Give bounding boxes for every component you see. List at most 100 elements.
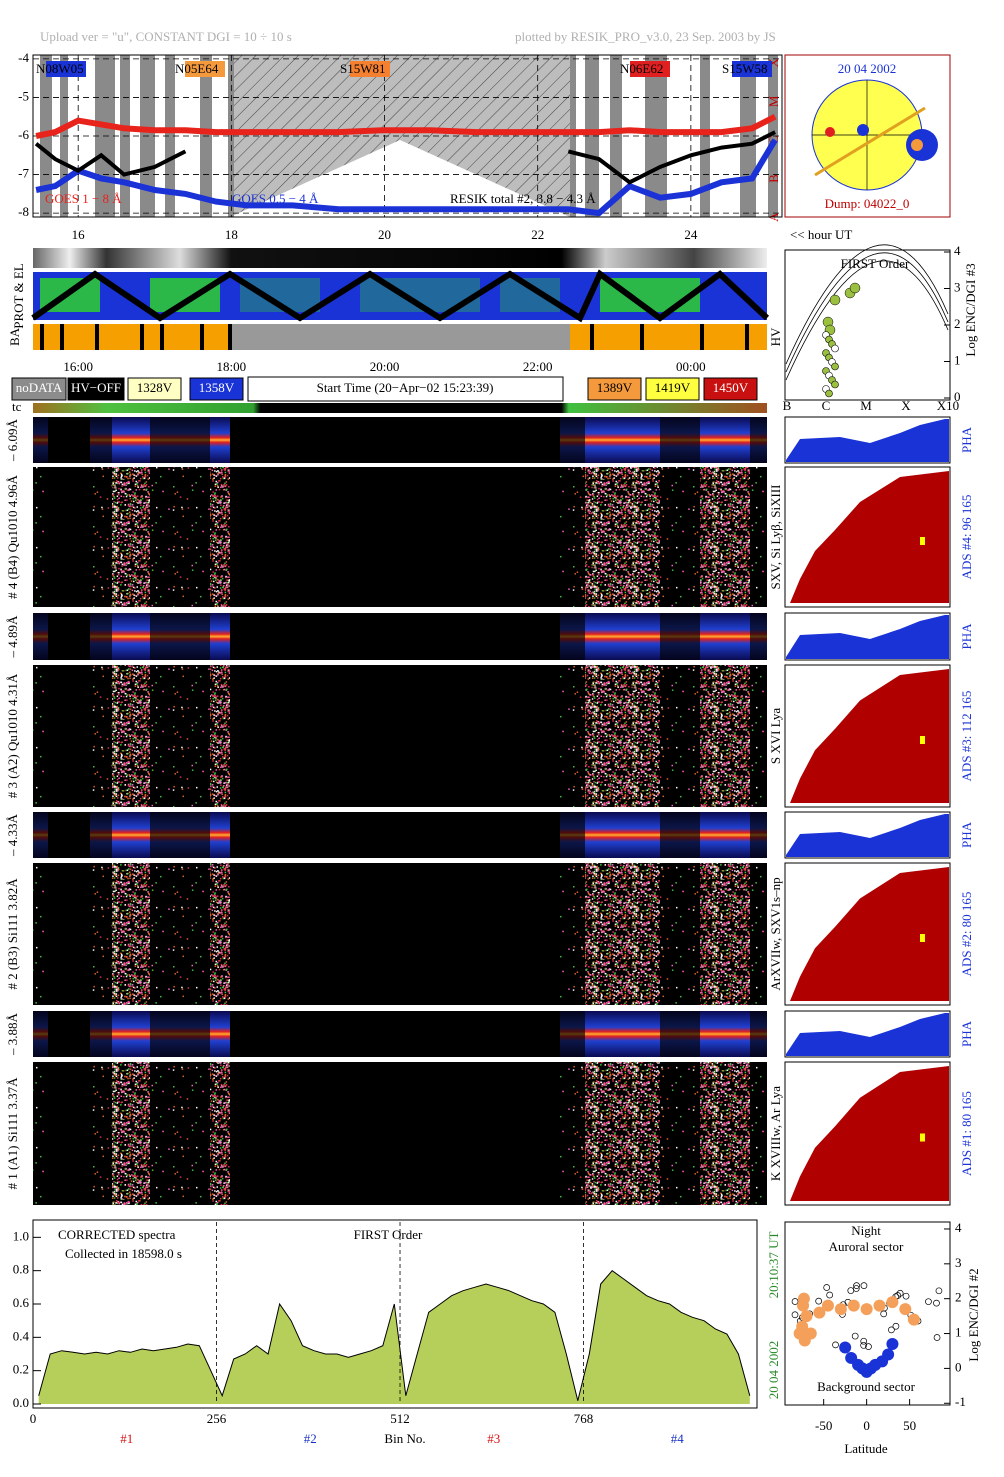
- orbit-arrow: [814, 106, 926, 177]
- pha-band-faint: [90, 613, 112, 660]
- spectrogram-sparse: [150, 863, 210, 1005]
- channel-number: #1: [120, 1431, 133, 1446]
- y-tick-label: 0.2: [13, 1362, 29, 1377]
- spectrogram-sparse: [560, 665, 585, 807]
- channel-lines: K XVIIIw, Ar Lya: [768, 1086, 783, 1181]
- latitude-decor: [896, 1289, 904, 1297]
- region-marker: [46, 61, 86, 77]
- spectrogram-sparse: [750, 1062, 767, 1205]
- strip-ba-tick: [228, 324, 232, 350]
- goes-frame: [32, 54, 783, 218]
- pha-band: [210, 812, 230, 858]
- latitude-decor: [865, 1343, 872, 1350]
- strip-ba-tick: [40, 324, 44, 350]
- x-tick-label: B: [783, 398, 792, 413]
- latitude-decor: [860, 1282, 868, 1289]
- x-tick-label: 20: [378, 227, 391, 242]
- legend-entry: GOES 0.5 − 4 Å: [232, 191, 319, 206]
- latitude-decor: [852, 1285, 860, 1292]
- x-tick-label: 18: [225, 227, 238, 242]
- latitude-point: [899, 1303, 912, 1316]
- sector-label: Background sector: [817, 1379, 916, 1394]
- time-label: 00:00: [676, 359, 706, 374]
- x-tick-label: X: [901, 398, 911, 413]
- spectrogram-dense: [112, 467, 150, 607]
- y-tick-label: 2: [955, 1290, 962, 1305]
- spectrum-date: 20 04 2002: [766, 1341, 781, 1400]
- y-tick-label: 3: [955, 1255, 962, 1270]
- spectrogram-dense: [585, 665, 660, 807]
- spectrogram-dense: [585, 1062, 660, 1205]
- header-plotted: plotted by RESIK_PRO_v3.0, 23 Sep. 2003 …: [515, 29, 776, 44]
- spectrogram-dense: [210, 863, 230, 1005]
- strip-ba-tick: [60, 324, 64, 350]
- pha-band-faint: [750, 812, 767, 858]
- x-tick-label: 16: [72, 227, 86, 242]
- channel-range: – 4.33Å: [5, 813, 20, 857]
- region-label: S15W81: [340, 61, 386, 76]
- legend-box: [189, 377, 244, 401]
- y-tick-label: -4: [18, 50, 29, 65]
- pha-band-faint: [33, 812, 48, 858]
- latitude-decor: [880, 1310, 888, 1318]
- y-tick-label: 3: [954, 279, 961, 294]
- tc-strip: [33, 403, 767, 413]
- spectrogram-sparse: [90, 665, 112, 807]
- legend-box: [67, 377, 125, 401]
- channel-number: #4: [671, 1431, 685, 1446]
- y-tick-label: 4: [955, 1220, 962, 1235]
- y-tick-label: 0.0: [13, 1395, 29, 1410]
- latitude-point: [886, 1296, 899, 1309]
- strip-ba-gray: [230, 324, 570, 350]
- spectrogram-dense: [112, 665, 150, 807]
- pha-band-faint: [90, 812, 112, 858]
- spectrogram-dense: [210, 665, 230, 807]
- x-tick-label: 24: [684, 227, 698, 242]
- tc-label: tc: [12, 399, 22, 414]
- latitude-point: [860, 1303, 873, 1316]
- channel-number: #3: [487, 1431, 500, 1446]
- strip-ba-tick: [140, 324, 144, 350]
- legend-box: [127, 377, 182, 401]
- strip-prot-green: [150, 278, 220, 312]
- latitude-point: [813, 1306, 826, 1319]
- spectrogram-sparse: [660, 665, 700, 807]
- strip-ba-tick: [160, 324, 164, 350]
- latitude-decor: [894, 1292, 902, 1299]
- latitude-decor: [935, 1287, 943, 1295]
- first-order-point: [825, 389, 833, 398]
- legend-label: 1389V: [597, 380, 633, 395]
- legend-label: HV−OFF: [71, 380, 121, 395]
- region-marker: [630, 61, 670, 77]
- pha-band: [585, 812, 660, 858]
- pha-band-faint: [90, 1011, 112, 1057]
- y-axis-label: Log ENC/DGI #3: [963, 263, 978, 356]
- spectrogram-sparse: [660, 863, 700, 1005]
- pha-band: [112, 1011, 150, 1057]
- latitude-point: [882, 1348, 895, 1361]
- pha-band-faint: [560, 812, 585, 858]
- latitude-point: [821, 1299, 834, 1312]
- ads-hist: [790, 867, 949, 1001]
- ads-label: ADS #4: 96 165: [959, 495, 974, 580]
- spectrogram-dense: [585, 863, 660, 1005]
- pha-label: PHA: [959, 426, 974, 453]
- latitude-decor: [933, 1299, 940, 1307]
- y-axis-label: Log ENC/DGI #2: [966, 1268, 981, 1361]
- pha-label: PHA: [959, 1020, 974, 1047]
- x-axis-label: Latitude: [844, 1441, 888, 1456]
- spectrogram-sparse: [750, 467, 767, 607]
- channel-lines: ArXVIIw, SXV1s–np: [768, 877, 783, 990]
- channel-range: – 6.09Å: [5, 418, 20, 462]
- ads-label: ADS #3: 112 165: [959, 691, 974, 782]
- start-box: [247, 376, 564, 402]
- latitude-point: [886, 1338, 899, 1350]
- ads-hist: [790, 471, 949, 603]
- time-label: 20:00: [370, 359, 400, 374]
- ads-marker: [920, 537, 925, 545]
- first-order-title: FIRST Order: [841, 256, 910, 271]
- first-order-point: [849, 282, 861, 294]
- strip-ba-tick: [95, 324, 99, 350]
- strip-prot-zigzag: [31, 269, 770, 323]
- legend-label: noDATA: [16, 380, 63, 395]
